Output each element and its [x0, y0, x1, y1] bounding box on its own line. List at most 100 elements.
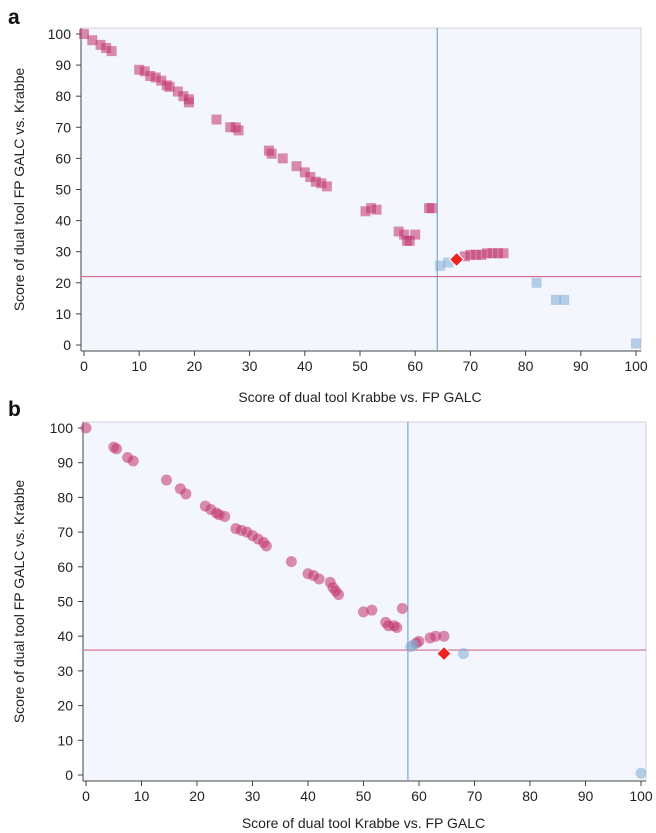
data-point [481, 248, 492, 259]
data-point [80, 422, 92, 434]
y-tick-label: 90 [57, 455, 73, 471]
data-point [396, 602, 408, 614]
data-point [111, 443, 123, 455]
data-point [470, 249, 481, 260]
y-tick-label: 30 [55, 244, 71, 260]
chart-panel-b: b 0 10 20 30 40 50 60 70 80 90 100 0 10 20 30 40 50 60 70 80… [8, 398, 653, 831]
x-tick-label: 30 [245, 788, 261, 804]
x-tick-label: 10 [134, 788, 150, 804]
x-tick-label: 70 [467, 788, 483, 804]
data-point [211, 114, 222, 125]
data-point [183, 97, 194, 108]
data-point [498, 248, 509, 259]
data-point [550, 294, 561, 305]
y-tick-label: 60 [57, 559, 73, 575]
data-point [559, 294, 570, 305]
data-point [438, 630, 450, 642]
data-point [160, 474, 172, 486]
x-axis-label: Score of dual tool Krabbe vs. FP GALC [238, 389, 481, 405]
x-tick-label: 40 [300, 788, 316, 804]
data-point [459, 251, 470, 262]
data-point [139, 66, 150, 77]
data-point [164, 81, 175, 92]
y-tick-label: 0 [63, 337, 71, 353]
y-tick-label: 10 [57, 732, 73, 748]
y-tick-label: 100 [48, 26, 72, 42]
data-point [404, 235, 415, 246]
highlight-marker [448, 251, 465, 268]
data-point [313, 573, 325, 585]
x-tick-label: 80 [522, 788, 538, 804]
data-point [310, 176, 321, 187]
y-tick-label: 10 [55, 306, 71, 322]
data-point [410, 229, 421, 240]
data-point [178, 91, 189, 102]
plot-area [80, 27, 642, 352]
data-point [291, 161, 302, 172]
y-tick-label: 60 [55, 150, 71, 166]
data-point [457, 648, 469, 660]
data-point [321, 181, 332, 192]
highlight-marker [436, 645, 452, 662]
data-point [95, 39, 106, 50]
x-tick-label: 100 [629, 788, 653, 804]
x-tick-label: 30 [242, 358, 258, 374]
data-point [233, 125, 244, 136]
data-point [443, 257, 454, 268]
data-point [172, 86, 183, 97]
data-point [393, 226, 404, 237]
data-point [366, 604, 378, 616]
data-point [277, 153, 288, 164]
data-point [435, 260, 446, 271]
data-point [316, 178, 327, 189]
y-tick-label: 70 [57, 524, 73, 540]
y-tick-label: 80 [57, 489, 73, 505]
data-point [476, 249, 487, 260]
data-point [260, 540, 272, 552]
data-point [333, 589, 345, 601]
data-point [631, 338, 641, 349]
data-point [465, 249, 476, 260]
y-tick-label: 50 [55, 182, 71, 198]
data-point [305, 172, 316, 183]
data-point [487, 248, 498, 259]
data-point [156, 75, 167, 86]
y-tick-label: 20 [55, 275, 71, 291]
data-point [299, 167, 310, 178]
data-point [145, 70, 156, 81]
y-axis-label: Score of dual tool FP GALC vs. Krabbe [11, 480, 27, 724]
data-point [430, 630, 442, 642]
plot-area [82, 421, 647, 782]
data-point [127, 455, 139, 467]
x-tick-label: 50 [352, 358, 368, 374]
x-tick-label: 40 [297, 358, 313, 374]
x-tick-label: 60 [411, 788, 427, 804]
x-axis-label: Score of dual tool Krabbe vs. FP GALC [242, 815, 485, 831]
y-tick-label: 90 [55, 57, 71, 73]
data-point [106, 46, 117, 57]
x-tick-label: 90 [573, 358, 589, 374]
y-tick-label: 20 [57, 698, 73, 714]
data-point [493, 248, 503, 259]
x-tick-label: 50 [356, 788, 372, 804]
data-point [391, 622, 403, 634]
y-tick-label: 50 [57, 594, 73, 610]
data-point [101, 42, 112, 53]
x-tick-label: 60 [407, 358, 423, 374]
data-point [426, 203, 437, 214]
data-point [150, 72, 161, 83]
data-point [531, 277, 542, 288]
chart-panel-a: a 0 10 20 30 40 50 60 70 80 90 100 0 10 20 30 40 50 60 70 80… [8, 6, 648, 405]
data-point [87, 35, 98, 46]
panel-letter: a [8, 6, 20, 29]
data-point [79, 29, 89, 39]
x-tick-label: 0 [82, 788, 90, 804]
data-point [635, 767, 647, 779]
data-point [285, 556, 297, 568]
x-tick-label: 100 [624, 358, 648, 374]
data-point [180, 488, 192, 500]
y-tick-label: 40 [55, 213, 71, 229]
data-point [371, 204, 382, 215]
x-tick-label: 0 [80, 358, 88, 374]
